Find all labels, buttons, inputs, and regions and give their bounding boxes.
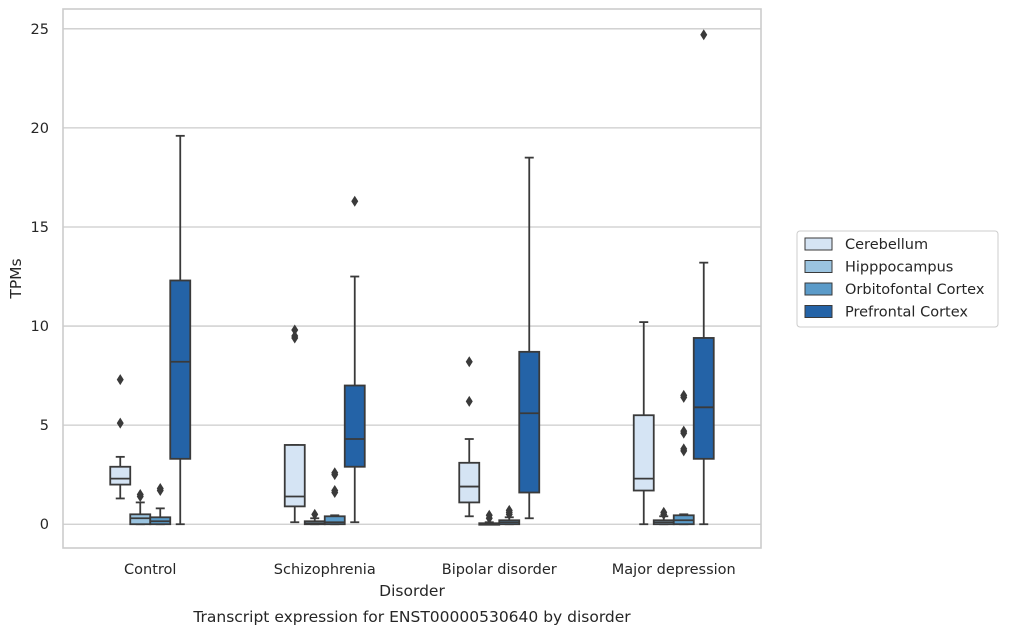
y-tick-label: 10 (31, 319, 49, 335)
legend-swatch (804, 282, 833, 296)
box-hipppocampus (652, 506, 675, 526)
y-axis-label: TPMs (7, 258, 25, 299)
outlier-point (660, 506, 668, 518)
legend-frame (796, 230, 999, 328)
outlier-point (700, 29, 708, 41)
box-hipppocampus (478, 509, 501, 526)
box-orbitofontal-cortex (498, 504, 521, 526)
x-tick-labels: Control Schizophrenia Bipolar disorder Majo… (124, 562, 736, 578)
outlier-point (311, 508, 319, 520)
legend-swatch (804, 260, 833, 273)
outlier-point (465, 356, 473, 368)
outlier-point (680, 389, 688, 401)
y-tick-label: 25 (31, 22, 49, 38)
legend-swatch (804, 305, 833, 318)
box-iqr (632, 414, 655, 492)
boxes (109, 29, 715, 526)
box-hipppocampus (129, 488, 152, 526)
legend-label: Prefrontal Cortex (845, 305, 968, 321)
y-tick-label: 20 (31, 121, 49, 137)
box-prefrontal-cortex (692, 29, 715, 526)
outlier-point (331, 485, 339, 497)
legend: Cerebellum Hipppocampus Orbitofontal Corte… (796, 230, 999, 328)
box-iqr (458, 461, 481, 504)
y-tick-label: 5 (40, 418, 49, 434)
outlier-point (680, 443, 688, 455)
y-tick-label: 0 (40, 517, 49, 533)
outlier-point (505, 504, 513, 516)
gridlines (63, 28, 761, 525)
x-tick-label: Bipolar disorder (442, 562, 557, 578)
y-tick-labels: 0 5 10 15 20 25 (31, 22, 49, 533)
box-iqr (518, 350, 541, 494)
box-cerebellum (283, 324, 306, 524)
box-prefrontal-cortex (343, 195, 366, 524)
outlier-point (136, 488, 144, 500)
outlier-point (331, 467, 339, 479)
x-tick-label: Control (124, 562, 176, 578)
x-axis-label: Disorder (379, 582, 445, 600)
box-iqr (129, 513, 152, 526)
outlier-point (291, 324, 299, 336)
box-hipppocampus (303, 508, 326, 526)
box-iqr (283, 444, 306, 508)
box-iqr (109, 465, 132, 486)
box-orbitofontal-cortex (672, 389, 695, 526)
legend-swatch (804, 237, 833, 251)
plot-frame (62, 8, 762, 549)
outlier-point (116, 374, 124, 386)
outlier-point (485, 509, 493, 521)
box-iqr (692, 337, 715, 460)
y-tick-label: 15 (31, 220, 49, 236)
box-orbitofontal-cortex (149, 483, 172, 526)
chart-caption: Transcript expression for ENST0000053064… (192, 608, 631, 626)
outlier-point (291, 330, 299, 342)
outlier-point (465, 395, 473, 407)
legend-label: Cerebellum (845, 237, 928, 253)
outlier-point (116, 417, 124, 429)
outlier-point (680, 425, 688, 437)
legend-label: Orbitofontal Cortex (845, 282, 985, 298)
outlier-point (156, 483, 164, 495)
outlier-point (351, 195, 359, 207)
box-prefrontal-cortex (169, 134, 192, 526)
box-cerebellum (458, 356, 481, 518)
legend-label: Hipppocampus (845, 260, 953, 276)
box-iqr (323, 515, 346, 526)
box-iqr (343, 384, 366, 468)
x-tick-label: Schizophrenia (274, 562, 376, 578)
box-cerebellum (109, 374, 132, 500)
box-cerebellum (632, 321, 655, 526)
x-tick-label: Major depression (612, 562, 736, 578)
box-orbitofontal-cortex (323, 467, 346, 526)
box-prefrontal-cortex (518, 156, 541, 520)
box-iqr (169, 279, 192, 460)
